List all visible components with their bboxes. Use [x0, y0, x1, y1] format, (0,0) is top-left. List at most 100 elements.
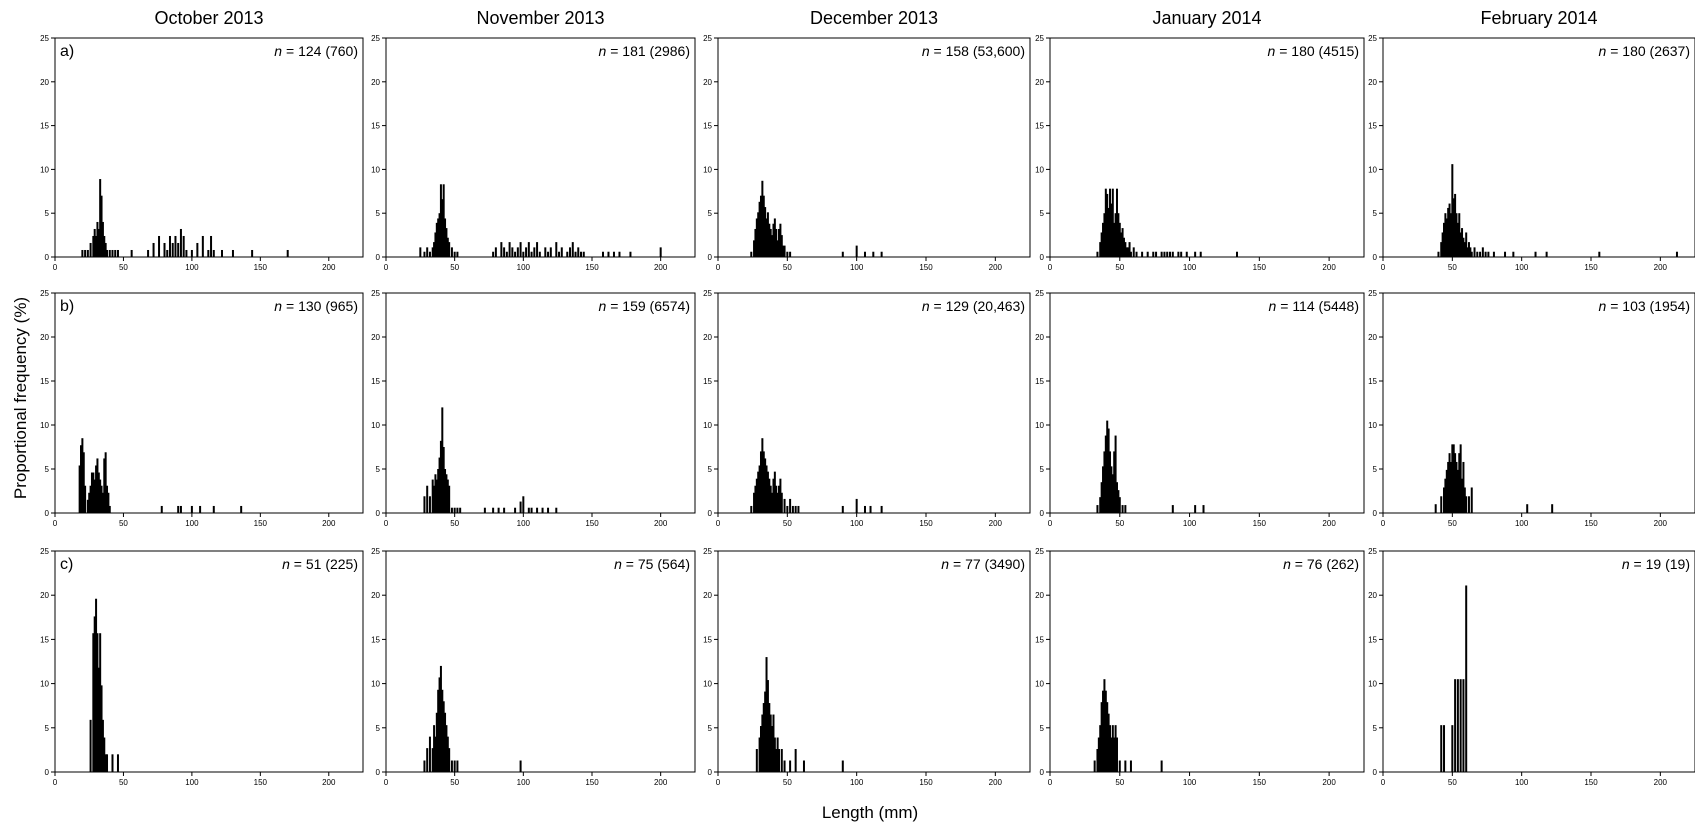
histogram-bar — [445, 474, 448, 513]
histogram-bar — [780, 492, 783, 513]
histogram-bar — [428, 251, 431, 257]
y-tick-label: 25 — [1368, 547, 1377, 556]
histogram-bar — [435, 712, 438, 772]
histogram-bar — [855, 498, 858, 513]
y-tick-label: 15 — [1368, 377, 1377, 386]
column-title: February 2014 — [1480, 8, 1597, 28]
histogram-bar — [841, 251, 844, 257]
histogram-bar — [93, 479, 96, 513]
histogram-bar — [1122, 237, 1125, 257]
histogram-panel: 0 5 10 15 20 25 0 50 100 150 200 n = 76 (262) — [1035, 547, 1365, 787]
y-tick-label: 25 — [1368, 34, 1377, 43]
histogram-bar — [536, 507, 539, 513]
histogram-bar — [1096, 251, 1099, 257]
histogram-bar — [755, 218, 758, 257]
y-tick-label: 20 — [1368, 591, 1377, 600]
histogram-bar — [659, 247, 662, 257]
y-tick-label: 5 — [376, 724, 381, 733]
histogram-bar — [1458, 213, 1461, 257]
histogram-panel: 0 5 10 15 20 25 0 50 100 150 200 n = 158 (53,600) — [703, 34, 1031, 272]
histogram-bar — [762, 703, 765, 772]
histogram-bar — [210, 235, 213, 257]
histogram-bar — [1115, 482, 1118, 513]
histogram-bar — [426, 748, 429, 772]
histogram-bar — [423, 251, 426, 257]
histogram-bar — [1470, 251, 1473, 257]
y-tick-label: 15 — [1035, 122, 1044, 131]
histogram-bar — [428, 496, 431, 513]
histogram-bar — [1103, 213, 1106, 257]
histogram-bar — [442, 184, 445, 257]
y-tick-label: 15 — [1368, 122, 1377, 131]
sample-size-label: n = 75 (564) — [614, 556, 690, 572]
y-tick-label: 25 — [40, 547, 49, 556]
histogram-bar — [1194, 251, 1197, 257]
histogram-bar — [797, 505, 800, 513]
x-tick-label: 50 — [450, 519, 459, 528]
histogram-bar — [750, 505, 753, 513]
histogram-bar — [757, 471, 760, 513]
histogram-bar — [629, 251, 632, 257]
histogram-bar — [448, 485, 451, 513]
histogram-bar — [182, 235, 185, 257]
histogram-panel: 0 5 10 15 20 25 0 50 100 150 200 n = 181 (2986) — [371, 34, 696, 272]
histogram-bar — [1100, 232, 1103, 257]
x-tick-label: 0 — [384, 519, 389, 528]
histogram-bar — [1194, 505, 1197, 513]
histogram-bar — [81, 438, 84, 513]
x-tick-label: 0 — [716, 778, 721, 787]
histogram-bar — [772, 223, 775, 257]
histogram-bar — [177, 505, 180, 513]
histogram-bar — [1127, 247, 1130, 257]
x-tick-label: 0 — [716, 263, 721, 272]
histogram-bar — [1448, 453, 1451, 513]
histogram-bar — [1113, 451, 1116, 513]
y-tick-label: 15 — [1035, 635, 1044, 644]
histogram-bar — [445, 725, 448, 772]
histogram-bar — [190, 505, 193, 513]
histogram-bar — [1110, 203, 1113, 257]
histogram-bar — [160, 505, 163, 513]
histogram-bar — [177, 242, 180, 257]
y-tick-label: 10 — [1035, 421, 1044, 430]
histogram-panel: 0 5 10 15 20 25 0 50 100 150 200 n = 180 (2637) — [1368, 34, 1695, 272]
y-tick-label: 20 — [371, 78, 380, 87]
x-tick-label: 0 — [716, 519, 721, 528]
y-tick-label: 25 — [703, 547, 712, 556]
histogram-bar — [1484, 251, 1487, 257]
histogram-bar — [1199, 251, 1202, 257]
y-tick-label: 20 — [40, 333, 49, 342]
histogram-bar — [533, 247, 536, 257]
histogram-bar — [435, 479, 438, 513]
histogram-bar — [1434, 504, 1437, 513]
histogram-bar — [437, 218, 440, 257]
histogram-bar — [89, 242, 92, 257]
sample-size-label: n = 159 (6574) — [599, 298, 690, 314]
sample-size-label: n = 19 (19) — [1622, 556, 1690, 572]
histogram-bar — [794, 505, 797, 513]
histogram-bar — [106, 485, 109, 513]
x-tick-label: 0 — [1381, 263, 1386, 272]
histogram-bar — [1440, 242, 1443, 257]
x-tick-label: 0 — [384, 778, 389, 787]
histogram-bar — [88, 492, 91, 513]
histogram-bar — [1117, 213, 1120, 257]
histogram-bar — [764, 207, 767, 257]
histogram-bar — [577, 247, 580, 257]
x-tick-label: 200 — [654, 519, 668, 528]
histogram-bar — [1476, 251, 1479, 257]
histogram-bar — [503, 507, 506, 513]
histogram-bar — [1141, 251, 1144, 257]
x-tick-label: 50 — [783, 519, 792, 528]
y-tick-label: 25 — [703, 289, 712, 298]
plot-frame — [717, 550, 1031, 773]
histogram-bar — [116, 754, 119, 772]
histogram-bar — [1456, 222, 1459, 257]
x-tick-label: 50 — [450, 263, 459, 272]
histogram-bar — [1120, 232, 1123, 257]
histogram-bar — [174, 235, 177, 257]
y-tick-label: 20 — [703, 591, 712, 600]
histogram-bar — [456, 507, 459, 513]
